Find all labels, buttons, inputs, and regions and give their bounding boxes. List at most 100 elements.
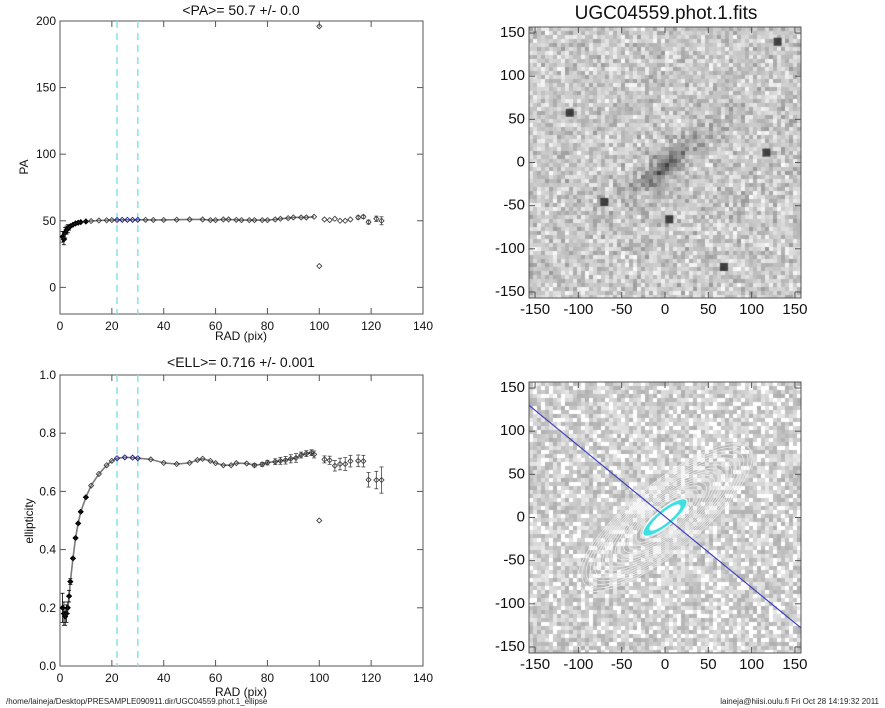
isophote-ellipse: [589, 453, 741, 582]
pa-plot: 0 20 40 60 80 100 120 140 0 50 100 150 200: [36, 14, 433, 333]
y-tick-label: -150: [495, 283, 525, 300]
data-point: [326, 457, 333, 464]
axes-frame: [528, 26, 802, 299]
model-image-axes: -150 -100 -50 0 50 100 150 -150 -100 -50 0 50 100 150: [495, 379, 807, 673]
y-tick-label: 0.4: [39, 543, 56, 557]
x-tick-label: 100: [739, 301, 764, 318]
y-tick-label: 200: [36, 14, 56, 28]
y-tick-label: 0: [517, 154, 525, 171]
x-tick-label: 150: [782, 301, 807, 318]
footer-path: /home/laineja/Desktop/PRESAMPLE090911.di…: [6, 697, 268, 706]
y-tick-label: -50: [503, 552, 525, 569]
y-tick-label: 0: [49, 280, 56, 294]
data-point: [355, 214, 362, 221]
data-point: [316, 23, 323, 30]
isophote-ellipse: [639, 496, 691, 539]
isophote-ellipse: [618, 478, 712, 557]
data-point: [365, 218, 372, 226]
profile-curve: [61, 215, 315, 242]
data-point: [342, 217, 349, 224]
isophote-ellipse: [585, 450, 745, 585]
y-tick-label: 150: [500, 24, 525, 41]
data-point: [365, 476, 372, 483]
y-tick-label: 100: [36, 147, 56, 161]
footer-stamp: laineja@hiisi.oulu.fi Fri Oct 28 14:19:3…: [720, 697, 879, 706]
pa-plot-ylabel: PA: [17, 159, 31, 174]
image-axes: -150 -100 -50 0 50 100 150 -150 -100 -50 0 50 100 150: [495, 24, 807, 318]
axes-frame: [59, 20, 424, 315]
y-tick-label: -100: [495, 595, 525, 612]
y-tick-label: 100: [500, 67, 525, 84]
y-tick-label: 150: [36, 81, 56, 95]
x-tick-label: 0: [661, 301, 669, 318]
x-tick-label: 120: [361, 319, 381, 333]
data-point: [347, 457, 354, 465]
data-point: [292, 454, 300, 462]
data-point: [347, 216, 354, 223]
isophote-ellipse: [610, 471, 720, 564]
x-tick-label: 50: [700, 656, 717, 673]
isophote-ellipse: [577, 443, 753, 592]
isophote-ellipse: [602, 464, 728, 571]
x-tick-label: 60: [209, 319, 223, 333]
y-tick-label: 50: [508, 465, 525, 482]
x-tick-label: 140: [413, 319, 433, 333]
data-point: [378, 217, 385, 224]
x-tick-label: -150: [520, 656, 550, 673]
ell-plot: 0 20 40 60 80 100 120 140 0.0 0.2 0.4 0.6 0.8 1.0: [39, 368, 433, 685]
x-tick-label: 150: [782, 656, 807, 673]
galaxy-image: [529, 27, 801, 298]
ell-plot-xlabel: RAD (pix): [215, 685, 267, 699]
ell-plot-title: <ELL>= 0.716 +/- 0.001: [167, 354, 315, 370]
data-point: [342, 460, 349, 468]
data-point: [321, 456, 328, 463]
data-point: [331, 462, 338, 469]
x-tick-label: 120: [361, 671, 381, 685]
y-tick-label: 50: [43, 214, 57, 228]
y-tick-label: 1.0: [39, 368, 56, 382]
x-tick-label: -50: [611, 301, 633, 318]
x-tick-label: 20: [105, 671, 119, 685]
x-tick-label: 80: [261, 319, 275, 333]
y-tick-label: 0.0: [39, 659, 56, 673]
data-point: [310, 451, 318, 458]
isophote-ellipse: [623, 481, 707, 554]
y-tick-label: 100: [500, 422, 525, 439]
profile-curve: [61, 451, 315, 619]
isophote-ellipse: [614, 474, 716, 561]
data-point: [336, 217, 344, 224]
y-tick-label: 50: [508, 110, 525, 127]
x-tick-label: 50: [700, 301, 717, 318]
x-tick-label: 20: [105, 319, 119, 333]
data-point: [331, 215, 338, 222]
y-tick-label: -50: [503, 197, 525, 214]
x-tick-label: 100: [739, 656, 764, 673]
x-tick-label: 140: [413, 671, 433, 685]
data-point: [316, 517, 323, 524]
x-tick-label: 0: [57, 319, 64, 333]
data-point: [207, 457, 214, 464]
x-tick-label: 0: [57, 671, 64, 685]
x-tick-label: -100: [563, 301, 593, 318]
x-tick-label: 0: [661, 656, 669, 673]
isophote-ellipse: [631, 488, 699, 547]
x-tick-label: 40: [157, 319, 171, 333]
data-point: [360, 213, 367, 220]
x-tick-label: 100: [309, 671, 329, 685]
data-point: [321, 216, 328, 223]
axes-frame: [59, 374, 424, 667]
x-tick-label: 100: [309, 319, 329, 333]
x-tick-label: -150: [520, 301, 550, 318]
pa-plot-title: <PA>= 50.7 +/- 0.0: [182, 2, 299, 18]
isophote-ellipse: [627, 485, 703, 550]
y-tick-label: 0.8: [39, 426, 56, 440]
y-tick-label: 0.2: [39, 601, 56, 615]
image-title: UGC04559.phot.1.fits: [575, 3, 758, 24]
major-axis-line: [528, 404, 802, 629]
pa-plot-xlabel: RAD (pix): [215, 329, 267, 343]
isophote-ellipse: [594, 457, 736, 578]
data-point: [373, 215, 380, 222]
x-tick-label: 60: [209, 671, 223, 685]
data-point: [378, 476, 385, 484]
